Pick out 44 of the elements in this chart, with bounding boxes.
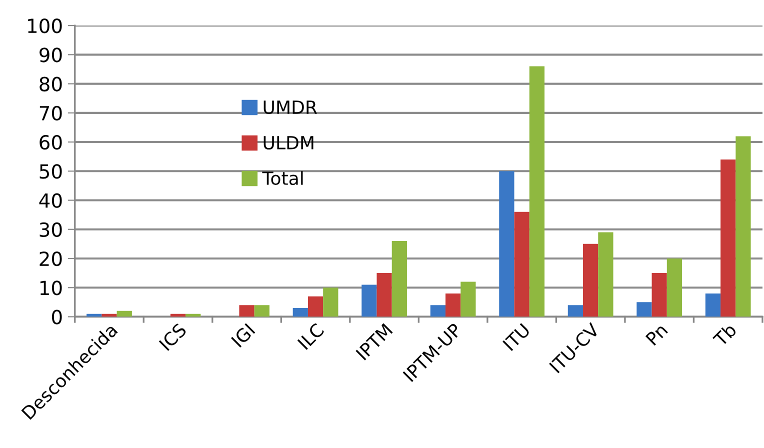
bar <box>598 232 614 317</box>
bar <box>292 308 308 317</box>
legend-label: ULDM <box>264 136 314 150</box>
legend-label: UMDR <box>264 100 317 114</box>
bar <box>376 273 392 317</box>
legend-label: Total <box>262 171 303 186</box>
y-tick-label: 60 <box>40 134 62 150</box>
x-tick-label: IGI <box>230 323 256 348</box>
bar <box>362 284 377 317</box>
bar <box>568 305 584 317</box>
y-tick-label: 40 <box>39 193 62 208</box>
y-tick-label: 100 <box>28 18 62 34</box>
bar <box>652 273 667 317</box>
x-tick-label: Tb <box>712 322 738 348</box>
bar <box>583 244 598 317</box>
x-tick-label: ICS <box>158 322 188 352</box>
y-tick-label: 30 <box>40 222 62 238</box>
bar <box>705 293 721 317</box>
x-tick-label: ILC <box>297 322 325 350</box>
bar <box>636 302 652 317</box>
bar <box>736 136 751 317</box>
bar <box>499 171 514 317</box>
bar <box>430 305 446 317</box>
bar <box>720 159 736 317</box>
bar <box>254 305 270 317</box>
bar <box>529 66 545 317</box>
y-tick-label: 80 <box>40 76 62 92</box>
y-tick-label: 90 <box>40 48 62 62</box>
bar <box>392 241 407 317</box>
bar <box>323 288 338 317</box>
bar <box>308 296 324 317</box>
bar <box>116 310 132 317</box>
bar <box>239 305 254 317</box>
bar <box>460 282 476 317</box>
y-tick-label: 0 <box>52 310 62 324</box>
x-tick-label: ITU <box>502 323 531 352</box>
bar <box>445 293 461 317</box>
y-tick-label: 10 <box>40 280 62 296</box>
y-tick-label: 70 <box>40 106 62 121</box>
bar <box>666 258 682 317</box>
y-tick-label: 50 <box>40 164 62 179</box>
y-tick-label: 20 <box>40 251 62 266</box>
x-tick-label: Pn <box>645 323 668 346</box>
bar <box>514 212 530 317</box>
